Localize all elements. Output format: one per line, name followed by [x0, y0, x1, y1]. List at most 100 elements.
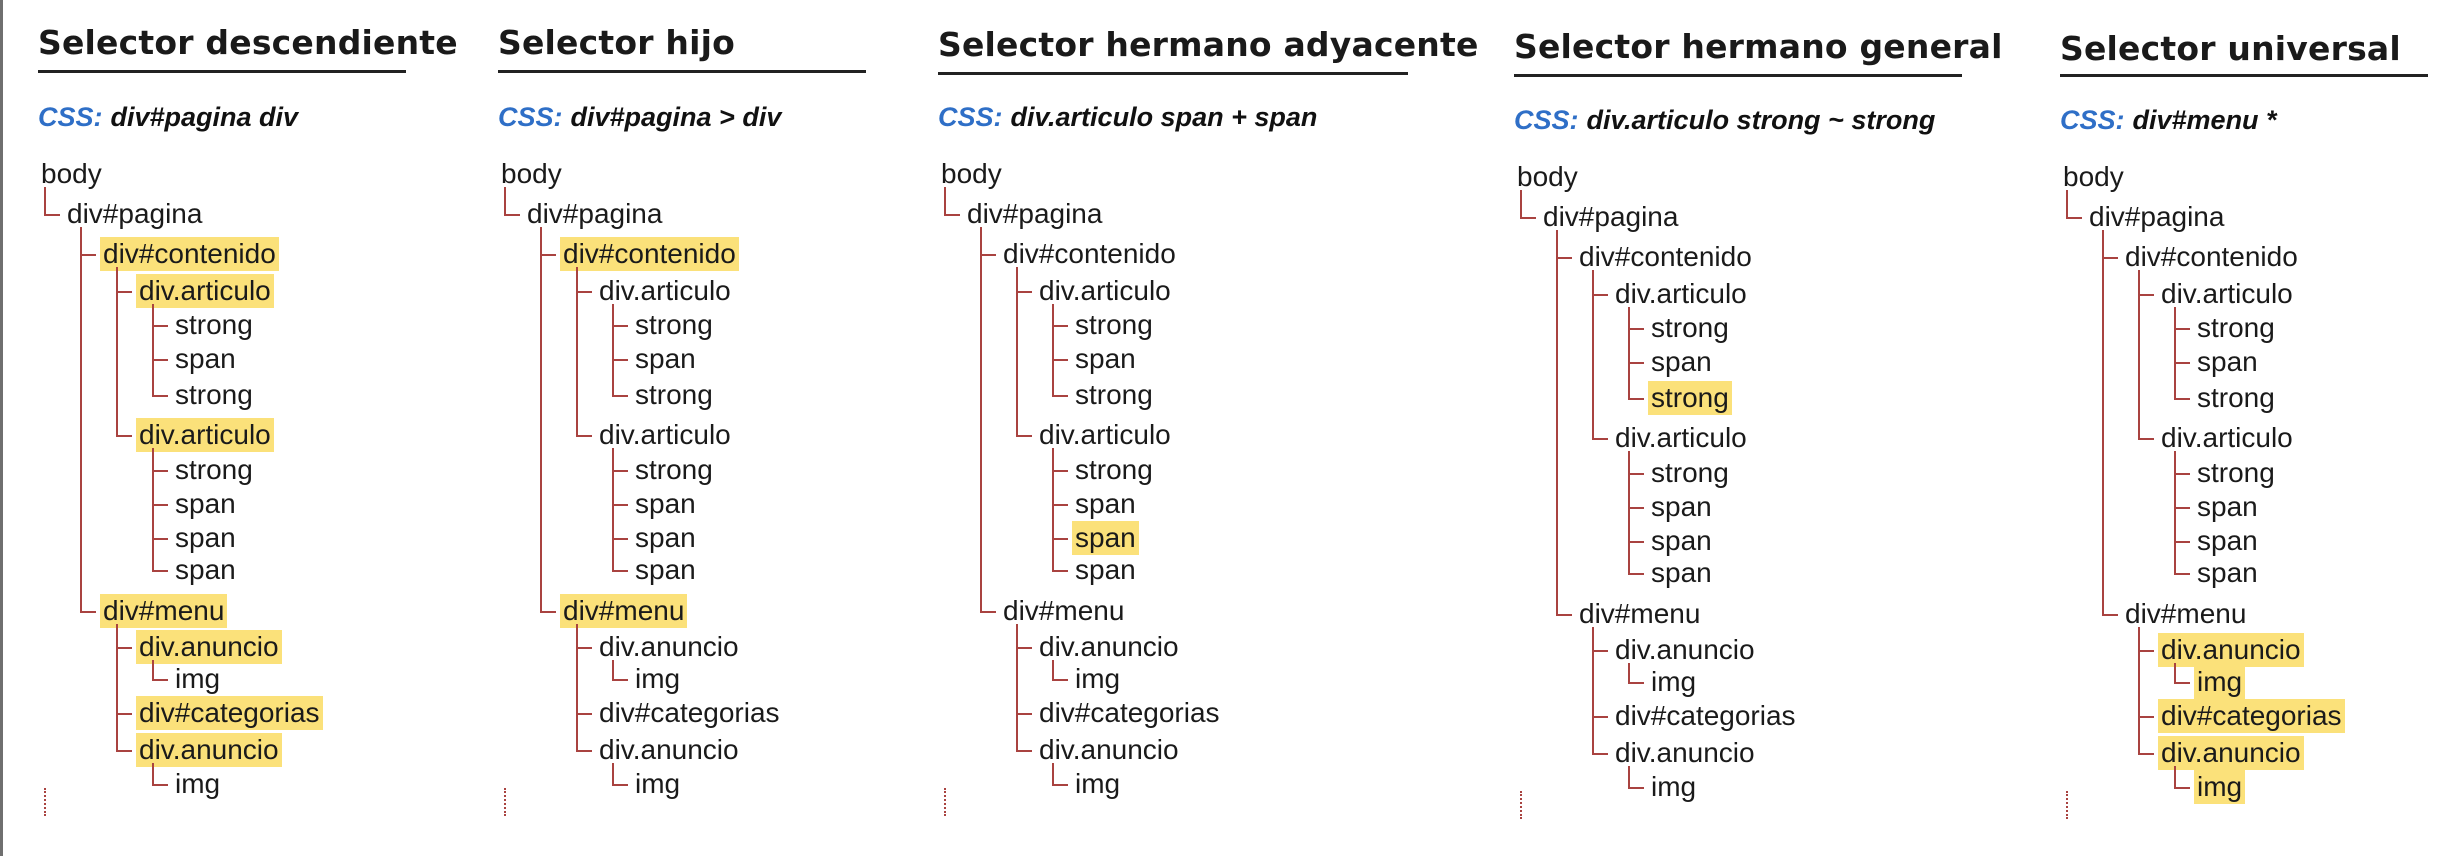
- tree-node-body: body: [2063, 161, 2124, 192]
- tree-node-div-categorias: div#categorias: [136, 696, 323, 730]
- css-label: CSS:: [38, 102, 103, 132]
- tree-node-img: img: [1651, 771, 1697, 802]
- tree-branch-line: [152, 763, 154, 786]
- tree-branch-line: [540, 227, 542, 613]
- tree-node-body: body: [941, 158, 1002, 189]
- panel-hermano-adyacente: Selector hermano adyacente CSS: div.articu…: [938, 0, 1478, 856]
- tree-connector: [1052, 679, 1068, 681]
- tree-connector: [116, 713, 132, 715]
- tree-node-div-contenido: div#contenido: [1579, 241, 1752, 272]
- tree-continuation-dots: [1520, 791, 1522, 819]
- window-frame-edge: [0, 0, 3, 856]
- tree-node-span: span: [635, 343, 696, 374]
- tree-node-img: img: [175, 768, 221, 799]
- tree-node-div-categorias: div#categorias: [2158, 699, 2345, 733]
- tree-node-div-articulo: div.articulo: [136, 418, 274, 452]
- tree-branch-line: [576, 624, 578, 752]
- tree-node-span: span: [1651, 525, 1712, 556]
- tree-connector: [1628, 541, 1644, 543]
- css-selector-text: div#pagina div: [110, 102, 299, 132]
- title-underline: [2060, 74, 2428, 77]
- tree-branch-line: [2138, 270, 2140, 440]
- tree-connector: [152, 570, 168, 572]
- tree-node-div-articulo: div.articulo: [1039, 419, 1171, 450]
- tree-node-div-anuncio: div.anuncio: [136, 733, 282, 767]
- tree-connector: [1628, 473, 1644, 475]
- tree-connector: [44, 214, 60, 216]
- tree-node-div-articulo: div.articulo: [599, 419, 731, 450]
- tree-branch-line: [1628, 307, 1630, 400]
- panel-title: Selector hermano general: [1514, 27, 2003, 66]
- tree-connector: [152, 504, 168, 506]
- css-selector-line: CSS: div#menu *: [2060, 107, 2277, 134]
- tree-node-img: img: [635, 663, 681, 694]
- tree-connector: [152, 679, 168, 681]
- tree-node-strong: strong: [1648, 381, 1732, 415]
- tree-connector: [1628, 573, 1644, 575]
- tree-connector: [612, 570, 628, 572]
- tree-connector: [540, 254, 556, 256]
- css-selector-text: div.articulo strong ~ strong: [1586, 105, 1936, 135]
- tree-connector: [2174, 473, 2190, 475]
- tree-branch-line: [116, 624, 118, 752]
- tree-node-div-articulo: div.articulo: [1615, 278, 1747, 309]
- panel-descendiente: Selector descendiente CSS: div#pagina div b…: [38, 0, 498, 856]
- tree-node-div-articulo: div.articulo: [599, 275, 731, 306]
- tree-branch-line: [576, 267, 578, 437]
- tree-node-span: span: [175, 554, 236, 585]
- tree-node-div-contenido: div#contenido: [560, 237, 739, 271]
- tree-connector: [2174, 573, 2190, 575]
- tree-connector: [1628, 398, 1644, 400]
- tree-node-div-articulo: div.articulo: [1039, 275, 1171, 306]
- tree-connector: [152, 325, 168, 327]
- tree-node-span: span: [635, 488, 696, 519]
- tree-branch-line: [612, 448, 614, 572]
- tree-connector: [576, 750, 592, 752]
- tree-branch-line: [1052, 304, 1054, 397]
- tree-node-div-articulo: div.articulo: [1615, 422, 1747, 453]
- css-selector-text: div.articulo span + span: [1010, 102, 1318, 132]
- tree-node-span: span: [175, 522, 236, 553]
- tree-node-img: img: [1651, 666, 1697, 697]
- tree-connector: [1628, 682, 1644, 684]
- tree-node-div-pagina: div#pagina: [967, 198, 1103, 229]
- tree-connector: [980, 254, 996, 256]
- panel-title: Selector descendiente: [38, 23, 458, 62]
- tree-node-img: img: [2194, 770, 2246, 804]
- title-underline: [498, 70, 866, 73]
- tree-node-span: span: [2197, 346, 2258, 377]
- tree-node-div-articulo: div.articulo: [136, 274, 274, 308]
- tree-node-strong: strong: [175, 379, 253, 410]
- tree-connector: [2138, 753, 2154, 755]
- tree-node-span: span: [1651, 557, 1712, 588]
- tree-branch-line: [612, 763, 614, 786]
- css-label: CSS:: [2060, 105, 2125, 135]
- tree-branch-line: [612, 304, 614, 397]
- tree-node-span: span: [175, 343, 236, 374]
- tree-branch-line: [2066, 190, 2068, 219]
- tree-node-div-menu: div#menu: [1579, 598, 1701, 629]
- css-selector-line: CSS: div.articulo strong ~ strong: [1514, 107, 1935, 134]
- tree-connector: [1016, 750, 1032, 752]
- tree-node-strong: strong: [635, 309, 713, 340]
- tree-connector: [612, 395, 628, 397]
- tree-connector: [944, 214, 960, 216]
- tree-connector: [1052, 470, 1068, 472]
- tree-connector: [80, 611, 96, 613]
- tree-node-strong: strong: [175, 454, 253, 485]
- tree-node-strong: strong: [635, 454, 713, 485]
- tree-branch-line: [1016, 267, 1018, 437]
- tree-node-img: img: [1075, 663, 1121, 694]
- tree-node-div-anuncio: div.anuncio: [2158, 736, 2304, 770]
- tree-connector: [576, 291, 592, 293]
- tree-connector: [2174, 328, 2190, 330]
- tree-node-div-anuncio: div.anuncio: [599, 631, 739, 662]
- tree-connector: [1592, 438, 1608, 440]
- tree-node-div-pagina: div#pagina: [67, 198, 203, 229]
- css-selector-line: CSS: div#pagina div: [38, 104, 298, 131]
- tree-connector: [2138, 294, 2154, 296]
- tree-connector: [1592, 650, 1608, 652]
- tree-branch-line: [1052, 660, 1054, 681]
- tree-node-strong: strong: [1651, 312, 1729, 343]
- tree-node-span: span: [1075, 554, 1136, 585]
